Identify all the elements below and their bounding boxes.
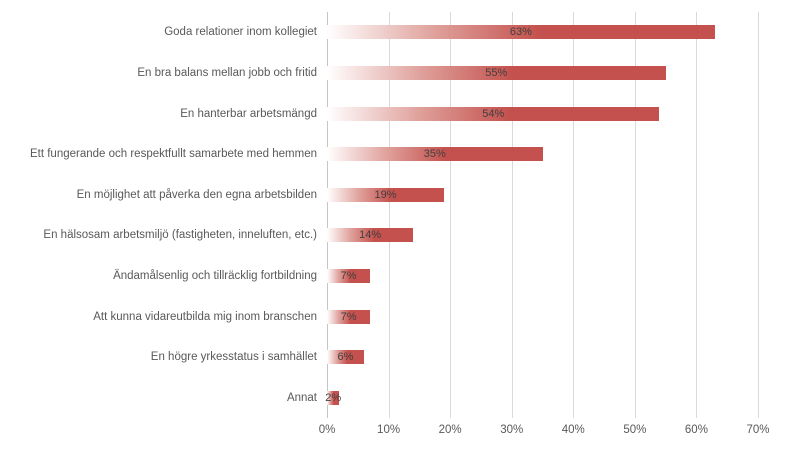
bar-value-label: 55%: [485, 66, 508, 79]
x-tick-label: 10%: [377, 424, 401, 436]
bar: 14%: [327, 228, 414, 243]
x-tick-label: 60%: [684, 424, 708, 436]
x-tick-label: 20%: [438, 424, 462, 436]
bar-value-label: 14%: [359, 229, 382, 242]
category-label: En möjlighet att påverka den egna arbets…: [76, 188, 317, 201]
bar-value-label: 2%: [325, 391, 342, 404]
category-label: Att kunna vidareutbilda mig inom bransch…: [93, 310, 317, 323]
bar-value-label: 7%: [340, 269, 357, 282]
bar: 7%: [327, 268, 371, 283]
x-tick-label: 50%: [623, 424, 647, 436]
gridline: [758, 12, 759, 418]
category-axis: Goda relationer inom kollegiet En bra bal…: [0, 12, 317, 418]
category-label: En högre yrkesstatus i samhället: [150, 351, 317, 364]
bar: 35%: [327, 147, 543, 162]
gridline: [511, 12, 513, 418]
gridline: [573, 12, 575, 418]
gridline: [388, 12, 390, 418]
category-label: Annat: [286, 391, 317, 404]
bar-value-label: 35%: [423, 148, 446, 161]
bar-value-label: 19%: [374, 188, 397, 201]
category-label: En hanterbar arbetsmängd: [180, 107, 317, 120]
gridline: [634, 12, 636, 418]
value-axis: 0% 10% 20% 30% 40% 50% 60% 70%: [319, 424, 770, 440]
bar-value-label: 54%: [482, 107, 505, 120]
plot-area: 63% 55% 54% 35% 19% 14% 7% 7% 6% 2%: [325, 12, 759, 418]
bar: 63%: [327, 25, 715, 40]
bar-value-label: 63%: [509, 26, 532, 39]
bar: 7%: [327, 309, 371, 324]
bar-value-label: 6%: [337, 351, 354, 364]
x-tick-label: 40%: [561, 424, 585, 436]
bar: 55%: [327, 65, 666, 80]
bar: 54%: [327, 106, 660, 121]
bar: 19%: [327, 187, 444, 202]
category-label: Ändamålsenlig och tillräcklig fortbildni…: [113, 269, 317, 282]
bar: 6%: [327, 350, 364, 365]
category-label: En bra balans mellan jobb och fritid: [137, 66, 317, 79]
x-tick-label: 0%: [318, 424, 336, 436]
x-tick-label: 30%: [500, 424, 524, 436]
category-axis-line: [327, 12, 328, 418]
gridline: [696, 12, 698, 418]
bar-value-label: 7%: [340, 310, 357, 323]
category-label: Ett fungerande och respektfullt samarbet…: [29, 148, 317, 161]
x-tick-label: 70%: [746, 424, 770, 436]
category-label: Goda relationer inom kollegiet: [164, 26, 317, 39]
category-label: En hälsosam arbetsmiljö (fastigheten, in…: [43, 229, 317, 242]
bar: 2%: [325, 390, 342, 405]
gridline: [450, 12, 452, 418]
